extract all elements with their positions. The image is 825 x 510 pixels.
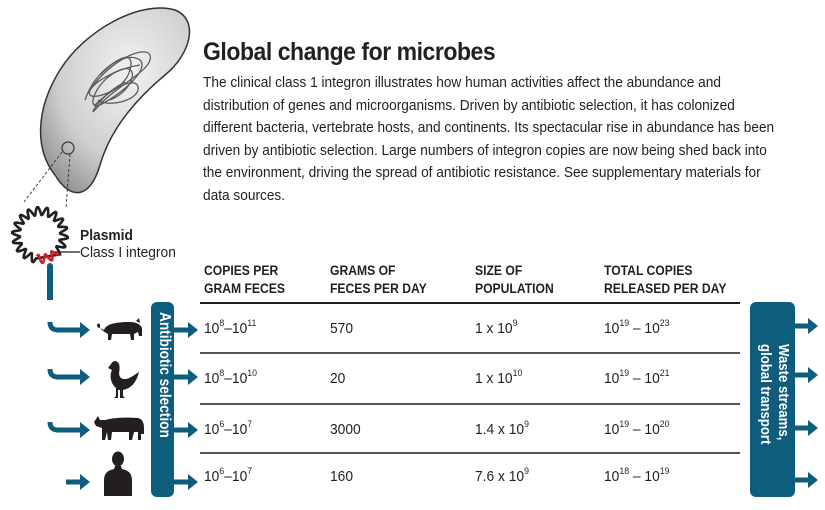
waste-streams-label-line2: global transport xyxy=(757,344,774,445)
flow-arrows xyxy=(47,318,818,496)
selection-arrow-head xyxy=(188,474,198,490)
antibiotic-selection-box: Antibiotic selection xyxy=(151,302,174,497)
total-copies-cell: 1018 – 1019 xyxy=(604,466,670,485)
selection-arrow-head xyxy=(188,422,198,438)
selection-arrow-head xyxy=(188,369,198,385)
figure-title: Global change for microbes xyxy=(203,38,496,66)
branch-arrow-head xyxy=(80,369,90,385)
human-icon xyxy=(104,451,132,496)
population-cell: 1.4 x 109 xyxy=(475,419,529,438)
copies-per-gram-cell: 108–1010 xyxy=(204,368,257,387)
integron-label: Class I integron xyxy=(80,244,176,261)
copies-per-gram-cell: 106–107 xyxy=(204,466,253,485)
row-divider xyxy=(200,452,740,454)
grams-per-day-cell: 160 xyxy=(330,468,354,485)
total-copies-cell: 1019 – 1020 xyxy=(604,419,670,438)
copies-per-gram-cell: 106–107 xyxy=(204,419,253,438)
chromosome-tangle xyxy=(84,51,151,113)
waste-streams-box: Waste streams, global transport xyxy=(750,302,795,497)
grams-per-day-cell: 3000 xyxy=(330,421,361,438)
integron-segment xyxy=(35,249,60,265)
waste-arrow-head xyxy=(808,318,818,334)
branch-arrow-head xyxy=(80,422,90,438)
waste-arrow-head xyxy=(808,367,818,383)
total-copies-cell: 1019 – 1023 xyxy=(604,318,670,337)
bacterium-illustration xyxy=(11,7,191,300)
column-header-grams: GRAMS OF FECES PER DAY xyxy=(330,263,427,296)
population-cell: 1 x 1010 xyxy=(475,368,523,387)
grams-per-day-cell: 570 xyxy=(330,320,354,337)
row-divider xyxy=(200,403,740,405)
population-cell: 1 x 109 xyxy=(475,318,518,337)
copies-per-gram-cell: 108–1011 xyxy=(204,318,257,337)
branch-arrow-head xyxy=(80,322,90,338)
population-cell: 7.6 x 109 xyxy=(475,466,529,485)
plasmid-dna xyxy=(11,206,69,264)
waste-arrow-head xyxy=(808,472,818,488)
antibiotic-selection-label: Antibiotic selection xyxy=(156,312,173,438)
plasmid-label: Plasmid xyxy=(80,227,133,244)
branch-arrow-head xyxy=(80,474,90,490)
figure-intro-text: The clinical class 1 integron illustrate… xyxy=(203,74,775,204)
pig-icon xyxy=(97,318,142,340)
cow-icon xyxy=(94,416,144,440)
chicken-icon xyxy=(108,361,139,398)
grams-per-day-cell: 20 xyxy=(330,370,346,387)
waste-streams-label-line1: Waste streams, xyxy=(775,344,792,441)
bacterium-body xyxy=(39,7,191,194)
plasmid-in-cell xyxy=(61,141,75,155)
column-header-population: SIZE OF POPULATION xyxy=(475,263,554,296)
column-header-total: TOTAL COPIES RELEASED PER DAY xyxy=(604,263,727,296)
row-divider xyxy=(200,352,740,354)
waste-arrow-head xyxy=(808,420,818,436)
header-rule xyxy=(200,302,740,304)
column-header-copies: COPIES PER GRAM FECES xyxy=(204,263,286,296)
total-copies-cell: 1019 – 1021 xyxy=(604,368,670,387)
selection-arrow-head xyxy=(188,322,198,338)
plasmid-ring xyxy=(11,206,69,265)
